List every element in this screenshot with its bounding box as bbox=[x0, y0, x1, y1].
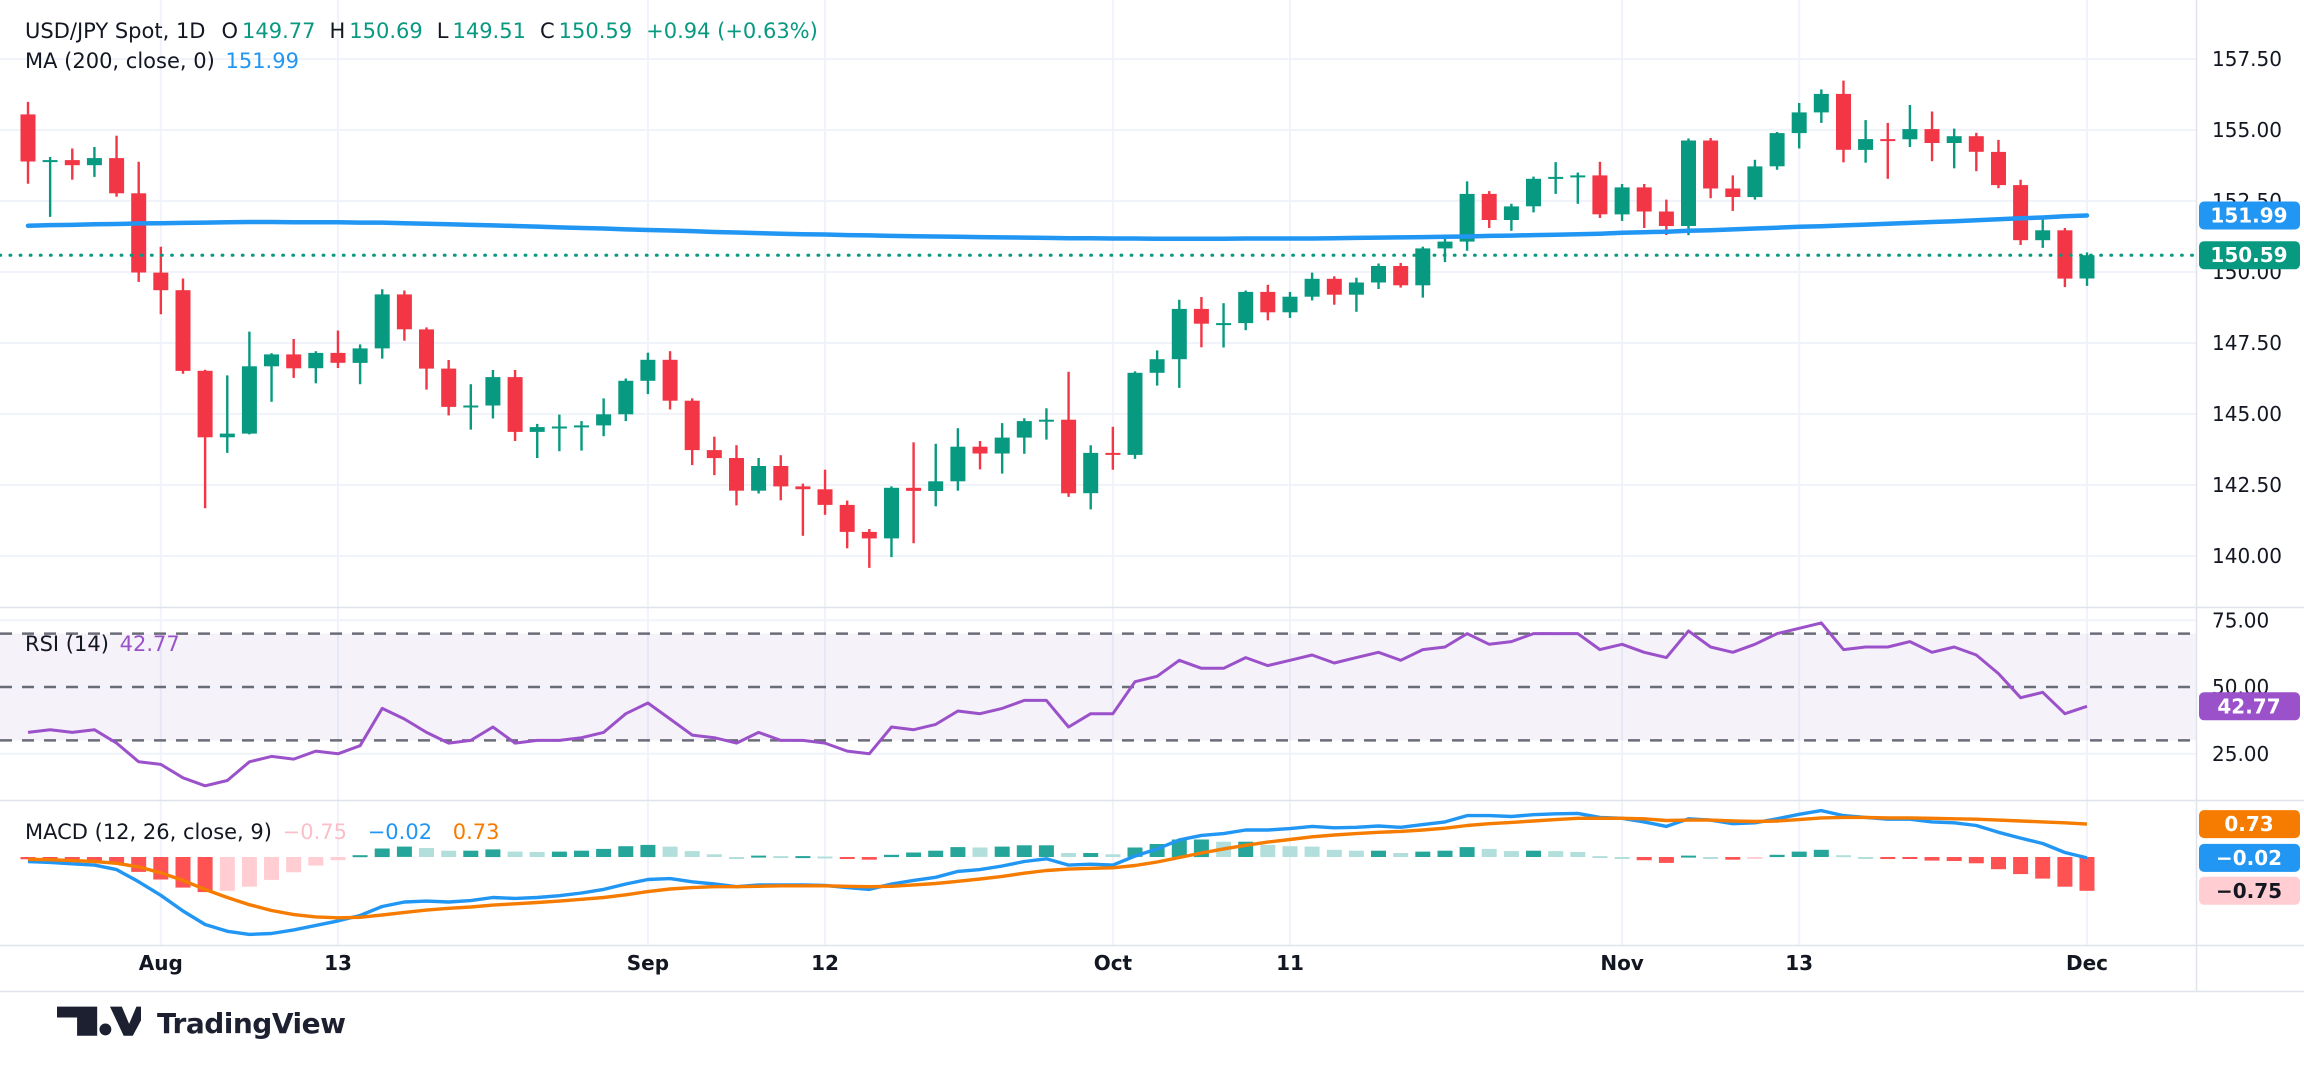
macd-signal-value: 0.73 bbox=[452, 820, 500, 844]
symbol-title: USD/JPY Spot, 1D bbox=[25, 19, 206, 43]
svg-text:140.00: 140.00 bbox=[2212, 544, 2282, 568]
svg-text:−0.02: −0.02 bbox=[2216, 846, 2282, 870]
ma-legend[interactable]: MA (200, close, 0) 151.99 bbox=[25, 48, 313, 74]
macd-line-value: −0.02 bbox=[367, 820, 433, 844]
low-value: 149.51 bbox=[452, 19, 526, 43]
svg-text:Dec: Dec bbox=[2066, 951, 2108, 975]
rsi-label: RSI (14) bbox=[25, 632, 109, 656]
high-value: 150.69 bbox=[349, 19, 423, 43]
svg-text:151.99: 151.99 bbox=[2210, 204, 2287, 228]
high-label: H bbox=[329, 19, 346, 43]
macd-signal-line bbox=[27, 815, 2088, 920]
rsi-line bbox=[27, 621, 2088, 788]
svg-text:13: 13 bbox=[1785, 951, 1813, 975]
macd-line bbox=[27, 808, 2088, 937]
svg-text:Sep: Sep bbox=[627, 951, 669, 975]
svg-text:0.73: 0.73 bbox=[2224, 812, 2273, 836]
ma-value: 151.99 bbox=[225, 49, 299, 73]
candles-layer bbox=[20, 80, 2095, 568]
rsi-legend[interactable]: RSI (14) 42.77 bbox=[25, 631, 194, 657]
tradingview-logo-icon bbox=[57, 1006, 141, 1036]
close-label: C bbox=[539, 19, 555, 43]
open-value: 149.77 bbox=[242, 19, 316, 43]
axis-badge: 42.77 bbox=[2199, 692, 2300, 721]
axis-badge: −0.75 bbox=[2199, 876, 2300, 905]
open-label: O bbox=[221, 19, 238, 43]
svg-text:12: 12 bbox=[811, 951, 839, 975]
time-axis[interactable] bbox=[0, 945, 2196, 991]
ma200-line bbox=[25, 213, 2090, 242]
tradingview-logo-link[interactable]: TradingView bbox=[57, 1005, 346, 1041]
svg-text:157.50: 157.50 bbox=[2212, 47, 2282, 71]
svg-text:11: 11 bbox=[1276, 951, 1304, 975]
ma-label: MA (200, close, 0) bbox=[25, 49, 215, 73]
macd-histogram bbox=[20, 839, 2095, 893]
axis-badge: 151.99 bbox=[2199, 201, 2300, 230]
svg-text:42.77: 42.77 bbox=[2217, 694, 2280, 718]
macd-histogram-value: −0.75 bbox=[282, 820, 348, 844]
svg-text:150.59: 150.59 bbox=[2210, 243, 2287, 267]
svg-text:−0.75: −0.75 bbox=[2216, 879, 2282, 903]
tradingview-logo-text: TradingView bbox=[157, 1006, 346, 1040]
price-axis[interactable] bbox=[2196, 0, 2304, 945]
svg-text:75.00: 75.00 bbox=[2212, 608, 2269, 632]
rsi-value: 42.77 bbox=[119, 632, 180, 656]
svg-text:25.00: 25.00 bbox=[2212, 742, 2269, 766]
close-value: 150.59 bbox=[558, 19, 633, 43]
svg-text:Nov: Nov bbox=[1600, 951, 1644, 975]
axis-badge: −0.02 bbox=[2199, 843, 2300, 872]
main-series-legend[interactable]: USD/JPY Spot, 1D O 149.77 H 150.69 L 149.51 C 15… bbox=[25, 18, 832, 44]
svg-text:Oct: Oct bbox=[1094, 951, 1133, 975]
svg-text:147.50: 147.50 bbox=[2212, 331, 2282, 355]
macd-label: MACD (12, 26, close, 9) bbox=[25, 820, 272, 844]
svg-text:13: 13 bbox=[324, 951, 352, 975]
axis-badge: 150.59 bbox=[2199, 241, 2300, 270]
change-value: +0.94 (+0.63%) bbox=[646, 19, 818, 43]
axis-badge: 0.73 bbox=[2199, 810, 2300, 839]
svg-text:142.50: 142.50 bbox=[2212, 473, 2282, 497]
svg-text:Aug: Aug bbox=[139, 951, 183, 975]
svg-text:145.00: 145.00 bbox=[2212, 402, 2282, 426]
svg-text:155.00: 155.00 bbox=[2212, 118, 2282, 142]
low-label: L bbox=[436, 19, 449, 43]
macd-legend[interactable]: MACD (12, 26, close, 9) −0.75 −0.02 0.73 bbox=[25, 819, 514, 845]
